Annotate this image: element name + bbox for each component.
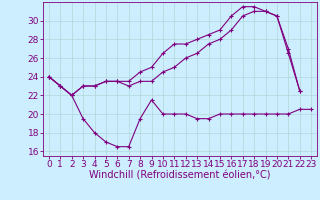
X-axis label: Windchill (Refroidissement éolien,°C): Windchill (Refroidissement éolien,°C) <box>89 171 271 181</box>
